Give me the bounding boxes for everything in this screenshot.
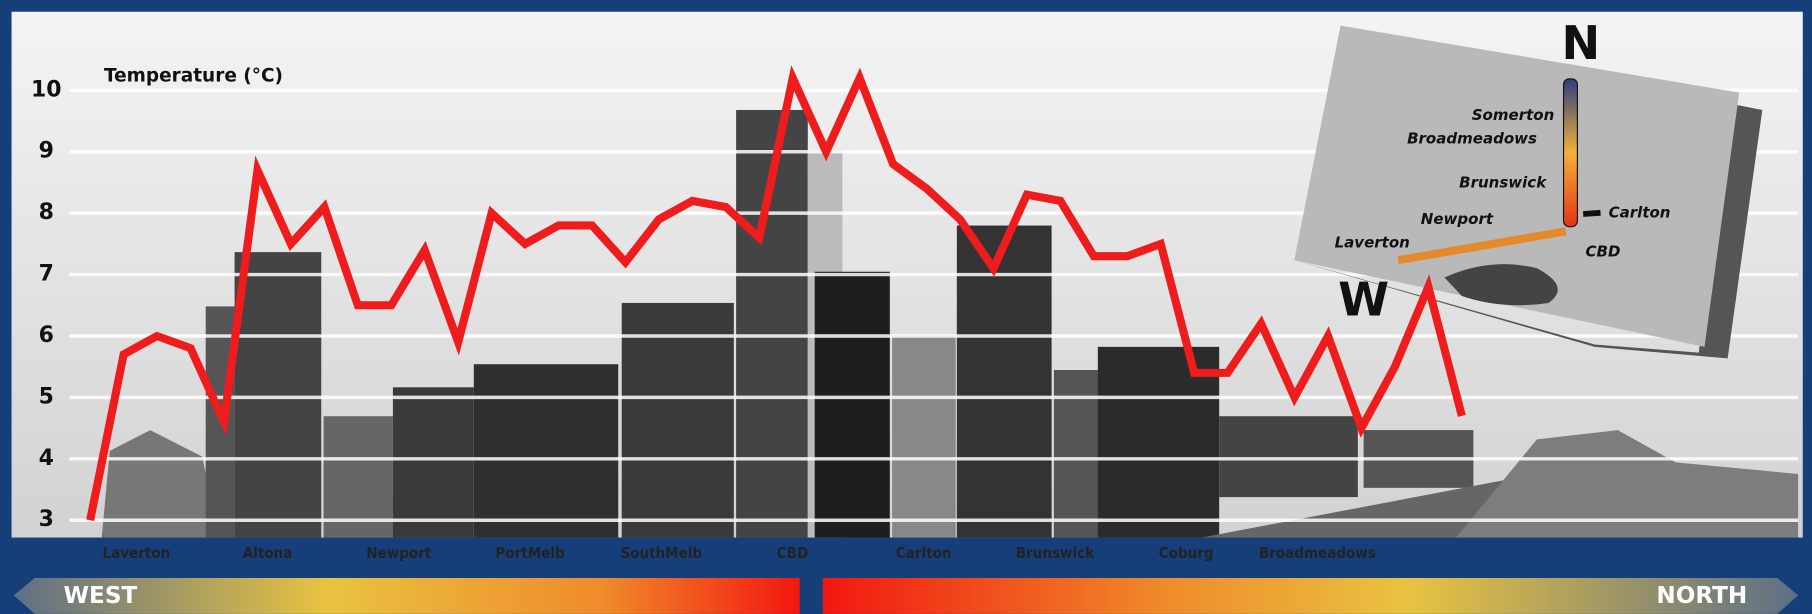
- temperature-line: [86, 65, 1466, 522]
- y-tick-label: 7: [39, 262, 54, 287]
- building: [473, 364, 619, 538]
- west-arrow: [13, 577, 800, 614]
- thermometer-west: [1397, 227, 1567, 265]
- x-tick-label: Brunswick: [1016, 544, 1095, 562]
- y-tick-label: 4: [39, 446, 54, 471]
- building: [392, 387, 474, 538]
- compass-west: W: [1338, 272, 1389, 326]
- building: [1219, 416, 1358, 498]
- skyline: [101, 109, 1799, 538]
- hill: [101, 430, 220, 538]
- building: [234, 252, 322, 538]
- inset-label: Brunswick: [1459, 173, 1547, 191]
- north-arrow: [822, 577, 1799, 614]
- building: [814, 271, 890, 538]
- y-tick-label: 3: [39, 507, 54, 532]
- x-tick-label: CBD: [777, 544, 808, 562]
- inset-label: Carlton: [1609, 203, 1671, 221]
- inset-top: [1294, 25, 1740, 347]
- x-tick-label: Altona: [243, 544, 293, 562]
- west-label: WEST: [64, 583, 138, 609]
- bay: [1444, 264, 1558, 306]
- x-tick-label: Newport: [366, 544, 432, 562]
- inset-side: [1294, 104, 1763, 359]
- compass-inset: N Somerton Broadmeadows Brunswick Newpor…: [1294, 16, 1763, 359]
- inset-label: Newport: [1421, 210, 1494, 228]
- building: [1097, 346, 1220, 538]
- carlton-marker: [1582, 209, 1601, 217]
- y-tick-label: 10: [31, 77, 62, 102]
- y-tick-label: 6: [39, 323, 54, 348]
- x-tick-label: Carlton: [896, 544, 952, 562]
- hill: [1456, 430, 1799, 538]
- inset-label: Somerton: [1472, 106, 1555, 124]
- x-tick-label: SouthMelb: [620, 544, 702, 562]
- thermometer: [1562, 78, 1578, 228]
- x-tick-label: Broadmeadows: [1259, 544, 1376, 562]
- y-axis-title: Temperature (°C): [104, 65, 283, 86]
- x-tick-label: PortMelb: [495, 544, 565, 562]
- building: [621, 302, 734, 538]
- compass-north: N: [1562, 16, 1601, 70]
- inset-label: CBD: [1586, 243, 1621, 261]
- x-tick-label: Coburg: [1159, 544, 1214, 562]
- y-tick-label: 9: [39, 139, 54, 164]
- building: [323, 416, 393, 538]
- inset-label: Laverton: [1335, 233, 1410, 251]
- y-tick-label: 8: [39, 200, 54, 225]
- x-tick-label: Laverton: [103, 544, 171, 562]
- north-label: NORTH: [1656, 583, 1747, 609]
- y-tick-label: 5: [39, 384, 54, 409]
- building: [956, 225, 1052, 538]
- inset-label: Broadmeadows: [1407, 129, 1537, 147]
- building: [892, 335, 956, 538]
